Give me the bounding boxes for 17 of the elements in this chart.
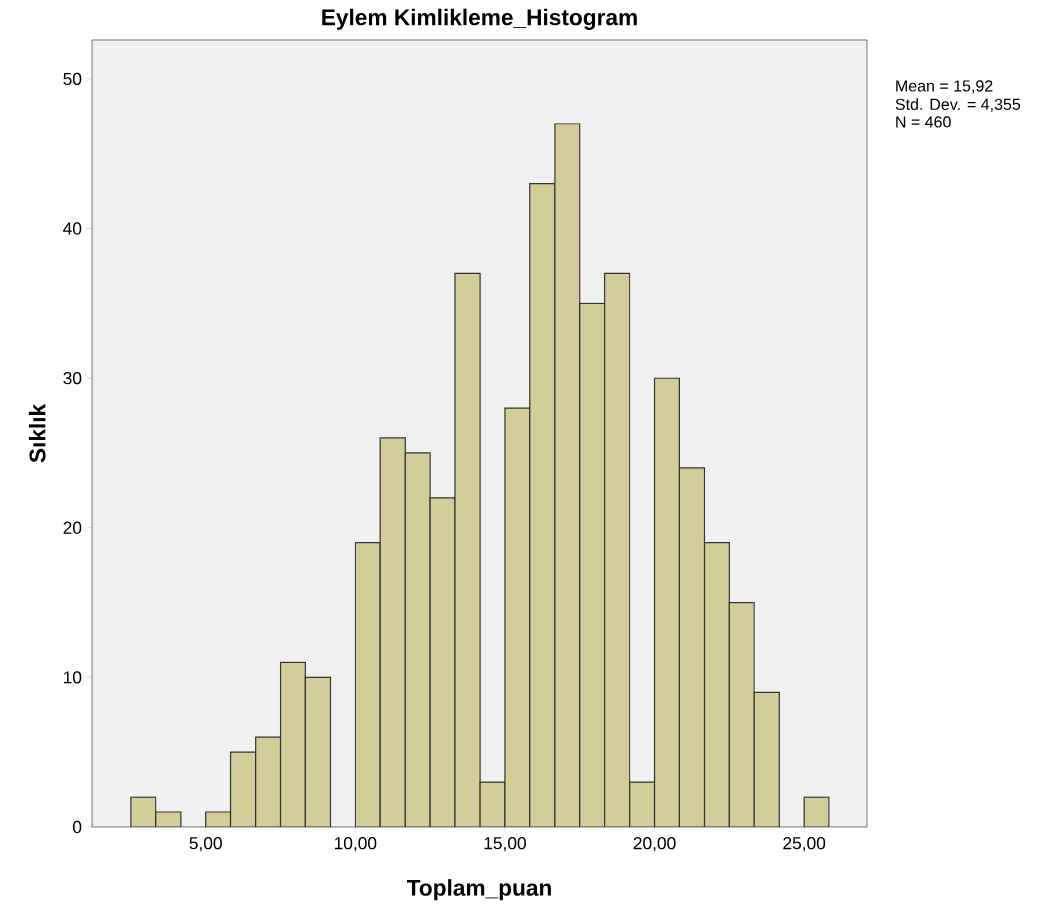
y-tick-label: 40 [63, 222, 82, 235]
chart-title: Eylem Kimlikleme_Histogram [322, 8, 637, 30]
y-tick-label: 50 [63, 72, 82, 86]
text: Std. Dev. = 4,355 [895, 98, 1021, 112]
x-tick-label: 15,00 [484, 837, 526, 852]
x-axis-title: Toplam_puan [406, 879, 551, 901]
y-tick-label: 20 [63, 521, 82, 534]
y-tick-label: 30 [63, 371, 82, 385]
x-tick-label: 20,00 [633, 837, 676, 852]
x-tick-label: 25,00 [783, 837, 826, 852]
text: Mean = 15,92 [896, 80, 993, 94]
y-axis-title: Sıklık [28, 403, 46, 463]
x-tick-label: 10,00 [334, 837, 377, 852]
y-tick-label: 0 [72, 820, 82, 834]
x-tick-label: 5,00 [189, 837, 222, 852]
y-tick-label: 10 [64, 671, 82, 684]
text: N = 460 [896, 116, 951, 128]
